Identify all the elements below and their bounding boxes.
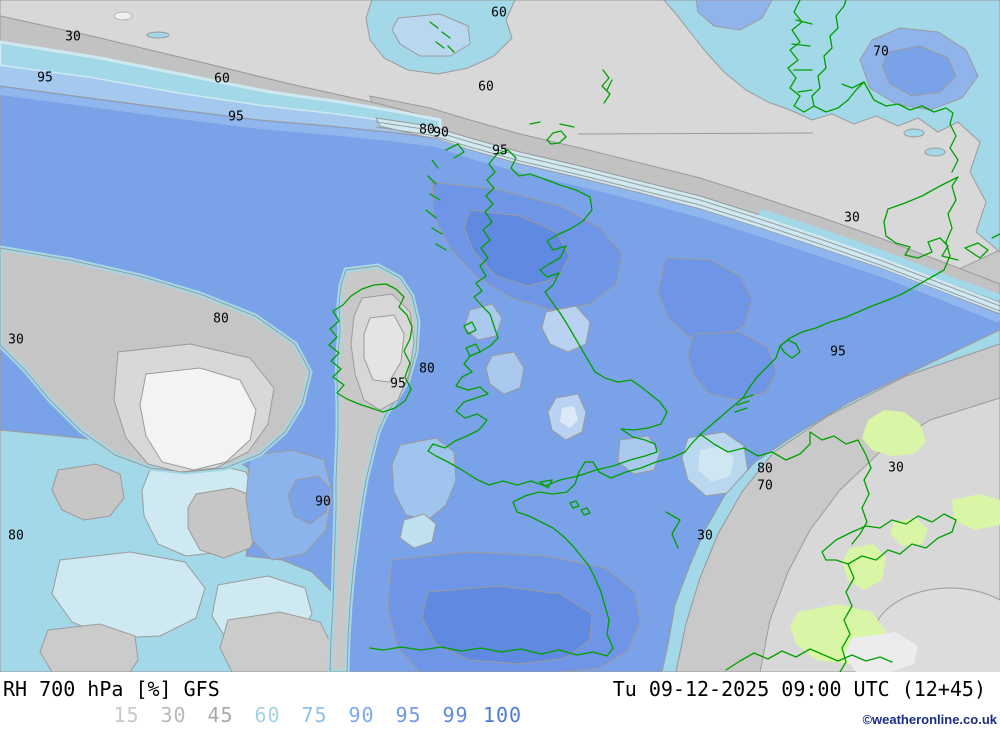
legend-value-99: 99 bbox=[442, 703, 469, 727]
chart-datetime: Tu 09-12-2025 09:00 UTC (12+45) bbox=[612, 677, 986, 701]
color-legend: 15 30 45 60 75 90 95 99 100 bbox=[103, 703, 526, 727]
chart-title: RH 700 hPa [%] GFS bbox=[3, 677, 220, 701]
coastline-norway bbox=[787, 0, 847, 113]
copyright-link[interactable]: ©weatheronline.co.uk bbox=[862, 712, 997, 727]
rh-contour-map bbox=[0, 0, 1000, 672]
legend-value-45: 45 bbox=[207, 703, 234, 727]
coastline-continent bbox=[369, 376, 758, 657]
rh-fill-regions bbox=[0, 0, 1000, 672]
coastlines-group bbox=[328, 0, 1000, 672]
legend-value-90: 90 bbox=[348, 703, 375, 727]
legend-value-95: 95 bbox=[395, 703, 422, 727]
legend-value-60: 60 bbox=[254, 703, 281, 727]
legend-value-100: 100 bbox=[482, 703, 523, 727]
legend-value-15: 15 bbox=[113, 703, 140, 727]
border-lines bbox=[699, 431, 872, 545]
caption-bar: RH 700 hPa [%] GFS Tu 09-12-2025 09:00 U… bbox=[0, 672, 1000, 733]
legend-value-30: 30 bbox=[160, 703, 187, 727]
weather-map: 30 95 60 95 60 60 80 90 95 70 30 30 80 80 95 95 80 70 30 30… bbox=[0, 0, 1000, 672]
coastline-ireland bbox=[328, 283, 413, 413]
legend-value-75: 75 bbox=[301, 703, 328, 727]
